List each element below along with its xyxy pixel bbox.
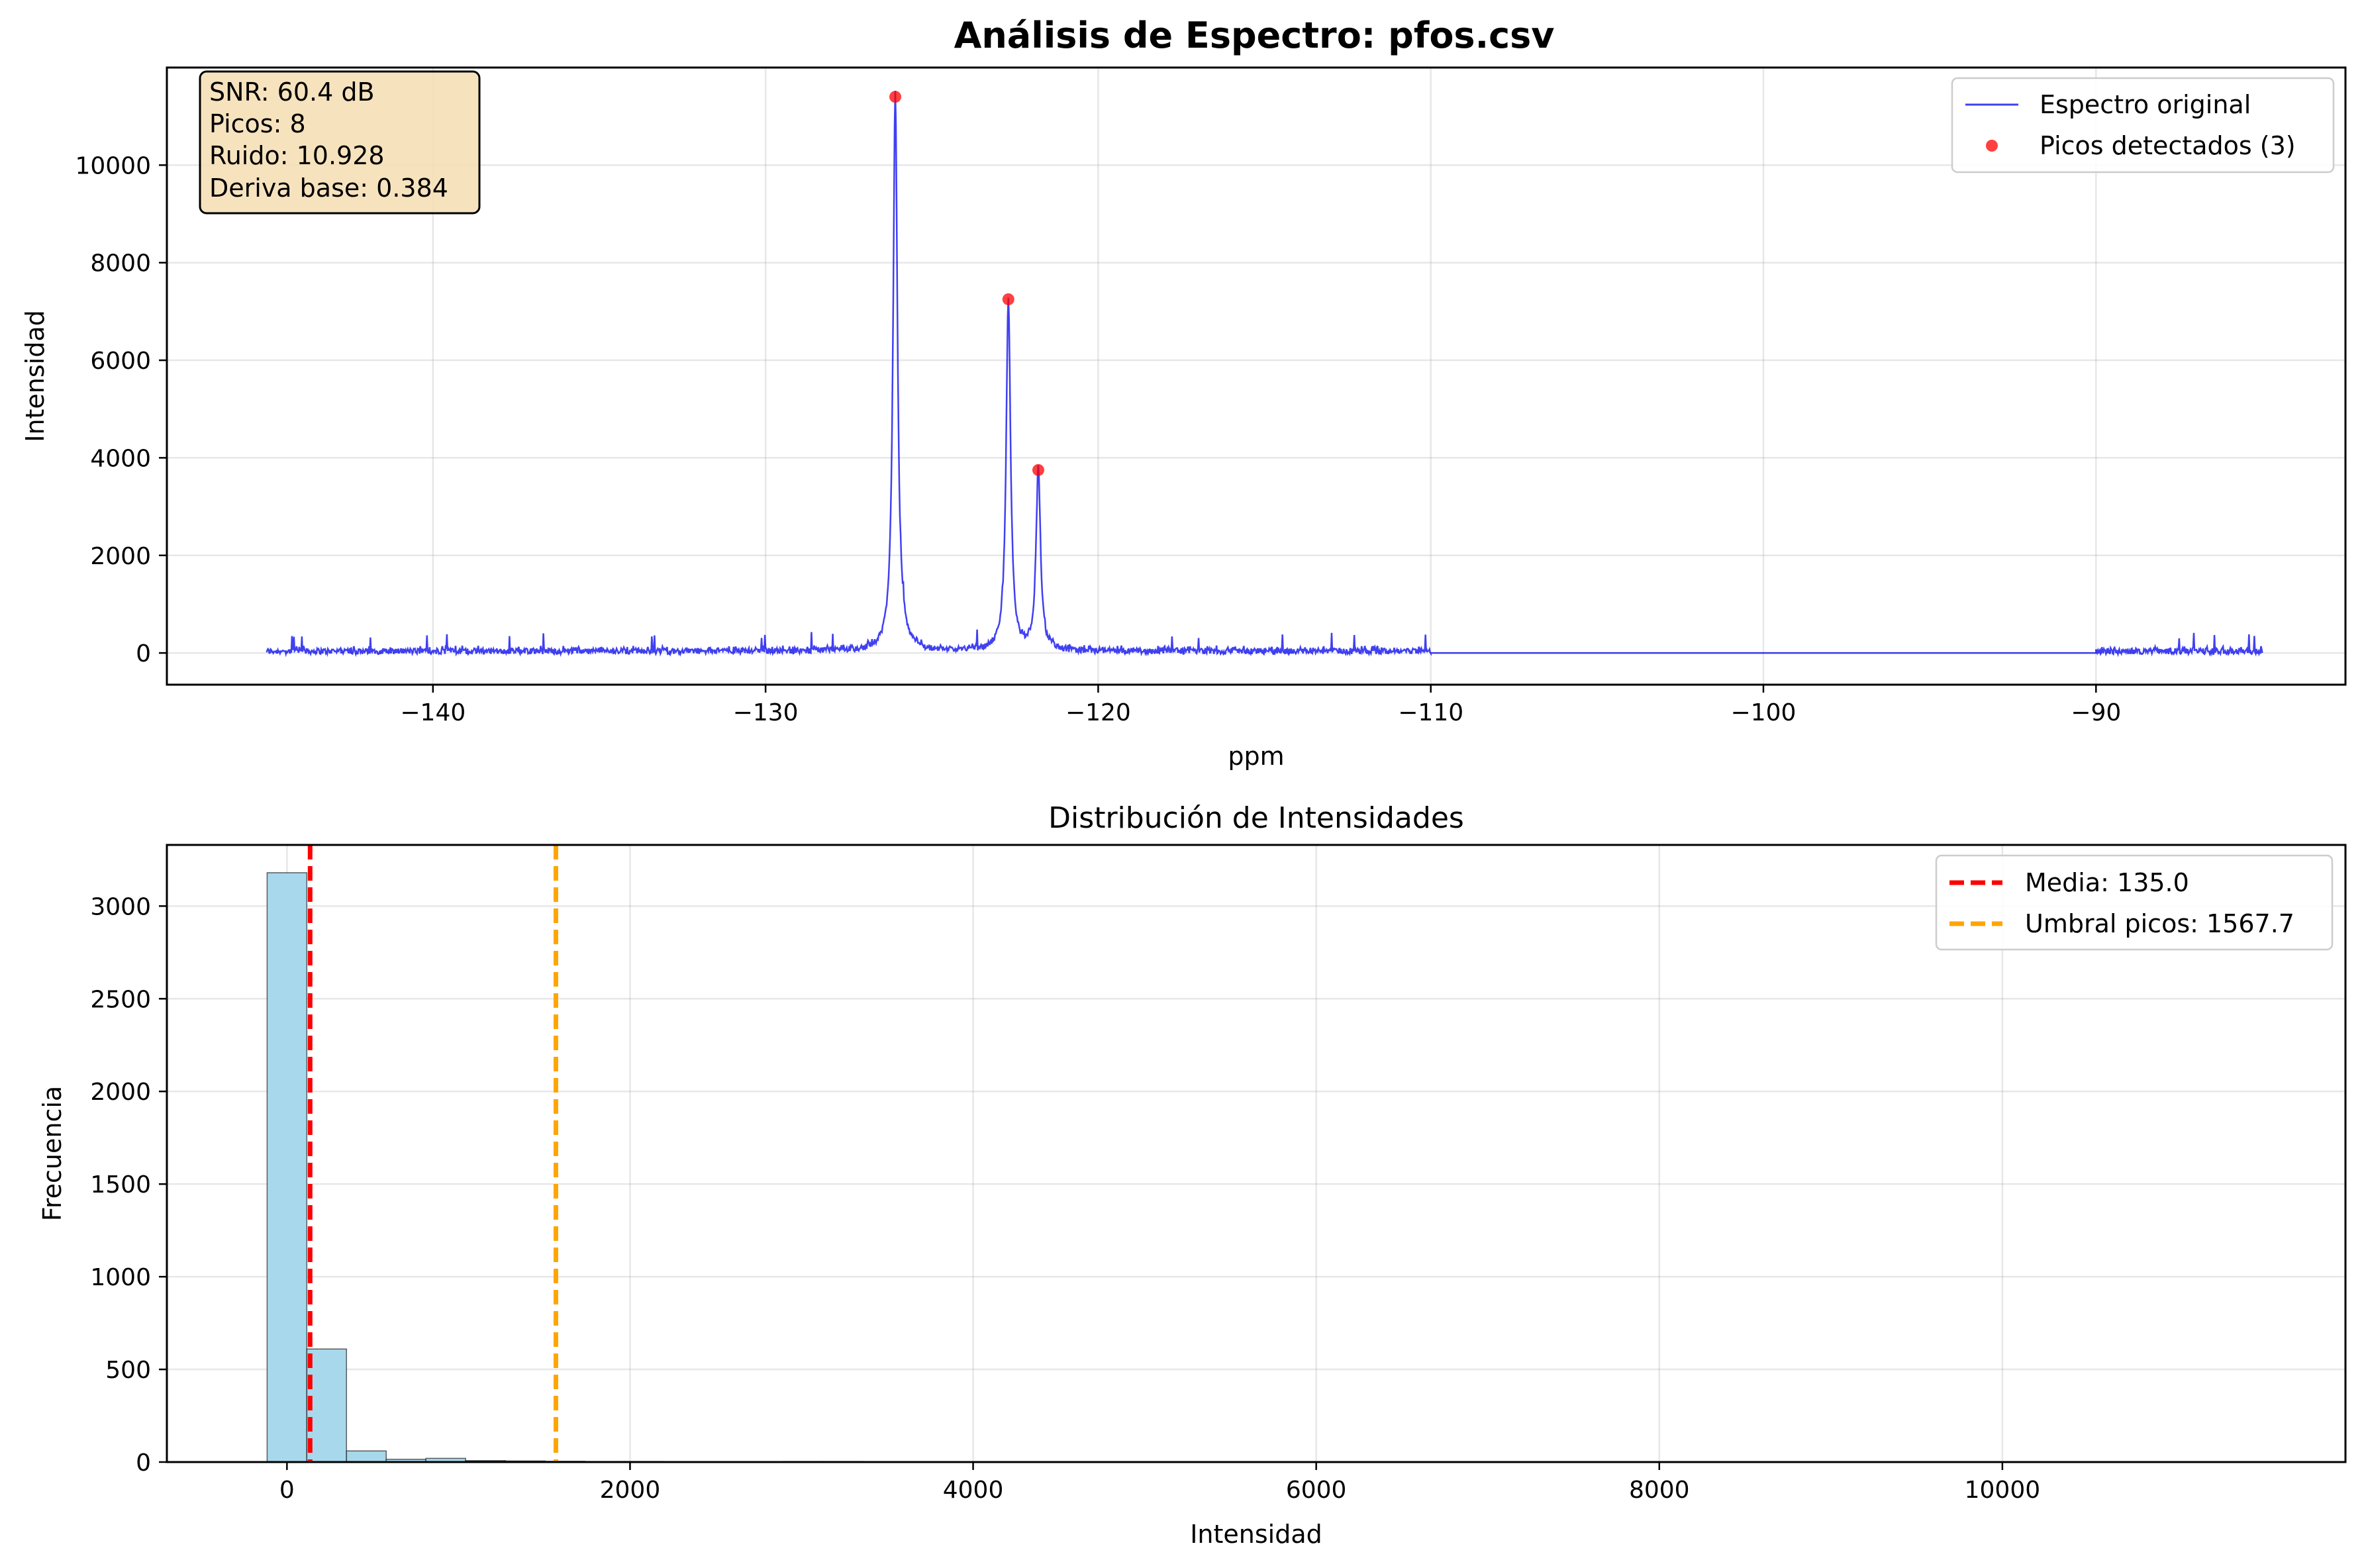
- spectrum-plot-area: [266, 91, 2263, 658]
- y-tick-label: 3000: [90, 893, 151, 920]
- y-tick-label: 1500: [90, 1171, 151, 1199]
- spectrum-y-axis-label: Intensidad: [21, 310, 50, 442]
- histogram-bar: [266, 872, 308, 1463]
- histogram-y-ticks: 0 500 1000 1500 2000 2500 3000: [90, 893, 167, 1477]
- y-tick-label: 500: [105, 1357, 151, 1384]
- x-tick-label: −90: [2071, 699, 2121, 726]
- histogram-bar: [346, 1450, 387, 1463]
- stats-picos: Picos: 8: [209, 109, 306, 138]
- y-tick-label: 1000: [90, 1264, 151, 1291]
- spectrum-legend-frame: [1951, 77, 2335, 173]
- x-tick-label: −100: [1731, 699, 1797, 726]
- spectrum-plot: Análisis de Espectro: pfos.csv −140 −130−…: [21, 15, 2347, 771]
- legend-peaks-marker-swatch: [1986, 140, 1998, 152]
- legend-spectrum-label: Espectro original: [2040, 90, 2251, 119]
- y-tick-label: 2000: [90, 1079, 151, 1106]
- y-tick-label: 0: [136, 1449, 151, 1477]
- histogram-legend-frame: [1935, 854, 2334, 951]
- stats-snr: SNR: 60.4 dB: [209, 77, 375, 107]
- x-tick-label: 8000: [1629, 1477, 1690, 1504]
- spectrum-legend: Espectro original Picos detectados (3): [1951, 77, 2335, 173]
- histogram-axes-frame: [166, 844, 2347, 1463]
- x-tick-label: −110: [1398, 699, 1463, 726]
- detected-peak-marker: [889, 91, 902, 103]
- spectrum-x-ticks: −140 −130 −120 −110 −100 −90: [400, 685, 2121, 726]
- y-tick-label: 10000: [75, 152, 151, 179]
- legend-umbral-label: Umbral picos: 1567.7: [2025, 909, 2294, 938]
- x-tick-label: −120: [1065, 699, 1131, 726]
- y-tick-label: 2000: [90, 543, 151, 570]
- spectrum-title: Análisis de Espectro: pfos.csv: [954, 15, 1555, 56]
- histogram-plot: Distribución de Intensidades 0 2000 4000 60…: [38, 801, 2347, 1549]
- x-tick-label: 4000: [943, 1477, 1004, 1504]
- y-tick-label: 2500: [90, 986, 151, 1013]
- stats-ruido: Ruido: 10.928: [209, 141, 385, 170]
- spectrum-y-ticks: 0 2000 4000 6000 8000 10000: [75, 152, 167, 667]
- y-tick-label: 8000: [90, 250, 151, 277]
- stats-annotation-background: [199, 70, 481, 215]
- histogram-bar: [306, 1348, 348, 1463]
- histogram-title: Distribución de Intensidades: [1048, 801, 1464, 835]
- stats-annotation-box: SNR: 60.4 dB Picos: 8 Ruido: 10.928 Deri…: [199, 70, 481, 215]
- histogram-y-axis-label: Frecuencia: [38, 1086, 67, 1221]
- detected-peak-marker: [1002, 293, 1014, 305]
- histogram-x-ticks: 0 2000 4000 6000 8000 10000: [279, 1462, 2040, 1504]
- x-tick-label: −130: [733, 699, 799, 726]
- x-tick-label: 6000: [1286, 1477, 1347, 1504]
- histogram-x-axis-label: Intensidad: [1190, 1520, 1322, 1549]
- detected-peak-marker: [1032, 464, 1044, 476]
- histogram-legend: Media: 135.0 Umbral picos: 1567.7: [1935, 854, 2334, 951]
- spectrum-axes-frame: [166, 66, 2347, 686]
- y-tick-label: 6000: [90, 348, 151, 375]
- spectrum-x-axis-label: ppm: [1228, 742, 1284, 771]
- x-tick-label: −140: [400, 699, 466, 726]
- legend-peaks-label: Picos detectados (3): [2040, 131, 2296, 160]
- x-tick-label: 2000: [600, 1477, 661, 1504]
- y-tick-label: 0: [136, 640, 151, 667]
- x-tick-label: 10000: [1965, 1477, 2041, 1504]
- spectrum-line: [266, 91, 2263, 658]
- x-tick-label: 0: [279, 1477, 295, 1504]
- legend-media-label: Media: 135.0: [2025, 868, 2189, 897]
- y-tick-label: 4000: [90, 445, 151, 472]
- stats-deriva: Deriva base: 0.384: [209, 173, 448, 203]
